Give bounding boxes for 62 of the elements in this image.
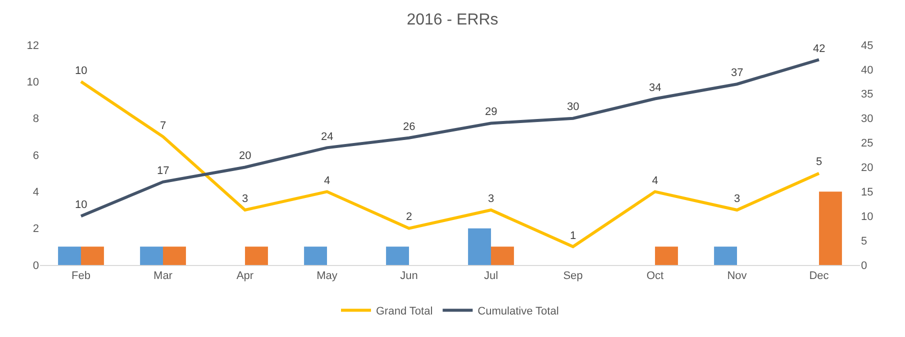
- bar: [304, 246, 327, 265]
- data-label: 3: [488, 193, 494, 205]
- bar: [81, 246, 104, 265]
- data-label: 29: [485, 106, 498, 118]
- legend-label: Grand Total: [376, 306, 433, 318]
- bar: [655, 246, 678, 265]
- y-tick-label: 4: [32, 186, 39, 199]
- data-label: 34: [649, 82, 662, 94]
- y-tick-label: 12: [26, 40, 39, 52]
- data-label: 26: [403, 121, 416, 133]
- data-label: 10: [75, 199, 88, 211]
- y2-tick-label: 45: [861, 40, 874, 52]
- y2-tick-label: 0: [861, 260, 868, 272]
- data-label: 3: [242, 193, 248, 205]
- x-tick-label: Sep: [563, 270, 583, 282]
- data-label: 24: [321, 131, 334, 143]
- y-tick-label: 0: [32, 260, 39, 272]
- bar: [140, 246, 163, 265]
- data-label: 42: [813, 43, 826, 55]
- bar: [386, 246, 409, 265]
- data-label: 1: [570, 230, 576, 242]
- x-tick-label: Jun: [400, 270, 418, 282]
- bar: [468, 228, 491, 265]
- data-label: 17: [157, 165, 170, 177]
- bar: [819, 192, 842, 265]
- x-tick-label: Dec: [809, 270, 830, 282]
- bar: [714, 246, 737, 265]
- data-label: 3: [734, 193, 740, 205]
- y2-tick-label: 35: [861, 88, 874, 101]
- y-tick-label: 8: [32, 113, 39, 126]
- x-tick-label: Feb: [72, 270, 90, 282]
- data-label: 4: [324, 175, 330, 187]
- bar: [58, 246, 81, 265]
- chart-title: 2016 - ERRs: [406, 12, 498, 29]
- x-tick-label: Mar: [154, 270, 173, 282]
- legend-label: Cumulative Total: [478, 306, 559, 318]
- y2-tick-label: 10: [861, 210, 874, 223]
- bar: [163, 246, 186, 265]
- y-tick-label: 2: [32, 223, 39, 236]
- x-tick-label: May: [316, 270, 338, 282]
- y2-tick-label: 15: [861, 186, 874, 199]
- y-tick-label: 6: [32, 150, 39, 162]
- bar: [491, 246, 514, 265]
- data-label: 5: [816, 156, 822, 168]
- data-label: 2: [406, 211, 412, 223]
- bar: [245, 246, 268, 265]
- y2-tick-label: 5: [861, 235, 868, 248]
- data-label: 20: [239, 150, 252, 162]
- x-tick-label: Apr: [236, 270, 254, 282]
- y2-tick-label: 25: [861, 138, 874, 150]
- data-label: 30: [567, 101, 580, 113]
- y2-tick-label: 40: [861, 64, 874, 76]
- data-label: 7: [160, 120, 166, 132]
- y2-tick-label: 30: [861, 113, 874, 126]
- data-label: 4: [652, 175, 658, 187]
- x-tick-label: Jul: [484, 270, 498, 282]
- data-label: 10: [75, 65, 88, 77]
- data-label: 37: [731, 67, 744, 79]
- y-tick-label: 10: [26, 76, 39, 89]
- y2-tick-label: 20: [861, 162, 874, 174]
- x-tick-label: Nov: [727, 270, 748, 282]
- x-tick-label: Oct: [646, 270, 664, 282]
